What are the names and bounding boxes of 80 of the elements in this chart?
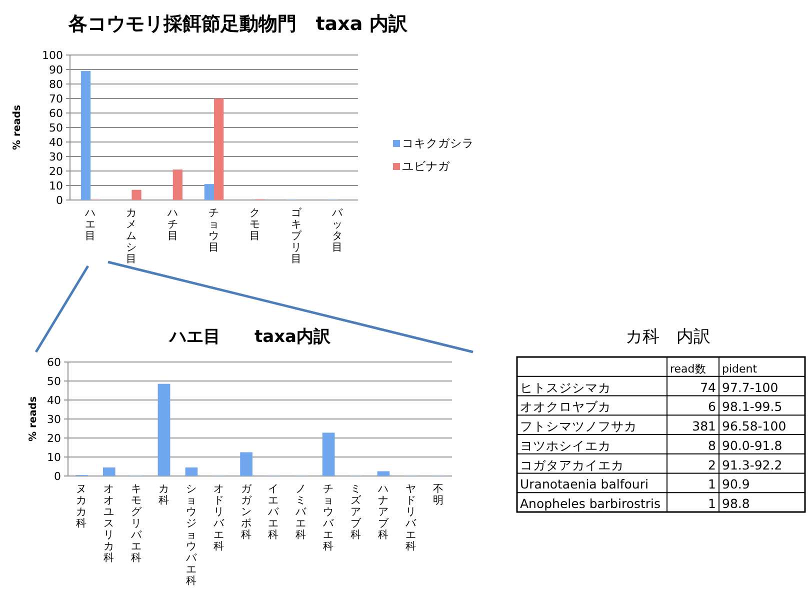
bar — [172, 170, 182, 200]
data-label: 2 — [708, 457, 716, 472]
legend-label: ユビナガ — [402, 159, 451, 173]
bar — [158, 384, 170, 476]
x-tick-label: ガガンボ科 — [240, 483, 253, 541]
data-label: 74 — [700, 380, 716, 395]
x-tick-label: チョウバエ科 — [322, 483, 336, 552]
data-label: 6 — [708, 399, 716, 414]
y-tick-label: 100 — [42, 49, 63, 62]
text: pident — [722, 362, 758, 376]
category-label: コガタアカイエカ — [520, 457, 624, 472]
x-tick-label: ミズアブ科 — [350, 483, 362, 541]
data-label: 8 — [708, 438, 716, 453]
category-label: Anopheles barbirostris — [520, 496, 661, 511]
chart-title: 各コウモリ採餌節足動物門 taxa 内訳 — [68, 13, 408, 35]
category-label: Uranotaenia balfouri — [520, 476, 648, 492]
x-tick-label: カ科 — [158, 483, 170, 506]
legend-label: コキクガシラ — [402, 136, 474, 150]
bar — [377, 471, 390, 476]
bar — [132, 190, 142, 200]
y-tick-label: 90 — [49, 64, 63, 76]
x-tick-label: ハナアブ科 — [376, 483, 390, 541]
text: カ科 内訳 — [626, 327, 710, 347]
text: 91.3-92.2 — [722, 457, 782, 472]
x-tick-label: ヤドリバエ科 — [404, 483, 418, 552]
data-label: 381 — [692, 418, 716, 434]
x-tick-label: ハエ目 — [84, 207, 96, 242]
category-label: ヒトスジシマカ — [520, 380, 611, 395]
x-tick-label: ヌカカ科 — [76, 483, 88, 530]
x-tick-label: オオユスリカ科 — [104, 483, 115, 564]
x-tick-label: オドリバエ科 — [212, 483, 226, 552]
y-tick-label: 10 — [47, 451, 61, 464]
y-tick-label: 30 — [47, 413, 61, 426]
y-tick-label: 40 — [49, 136, 63, 149]
x-tick-label: 不明 — [432, 483, 444, 506]
text: 97.7-100 — [722, 380, 778, 395]
x-tick-label: ハチ目 — [166, 207, 178, 242]
y-tick-label: 50 — [47, 375, 61, 388]
x-tick-label: キモグリバエ科 — [130, 483, 144, 564]
data-label: 1 — [708, 476, 716, 492]
x-tick-label: バッタ目 — [330, 207, 344, 254]
y-tick-label: 20 — [49, 165, 63, 178]
bar — [80, 70, 91, 200]
x-tick-label: チョウ目 — [208, 207, 220, 254]
bar — [185, 467, 198, 476]
y-axis-title: % reads — [12, 104, 23, 150]
category-label: ショウジョウバエ科 — [186, 483, 197, 587]
text: 98.8 — [722, 496, 750, 511]
y-axis-title: % reads — [28, 396, 39, 442]
y-tick-label: 80 — [49, 78, 63, 91]
x-tick-label: カメムシ目 — [126, 207, 138, 265]
x-tick-label: ノミバエ科 — [294, 483, 308, 541]
category-label: フトシマツノフサカ — [520, 418, 637, 434]
y-tick-label: 0 — [54, 470, 61, 483]
y-tick-label: 60 — [47, 356, 61, 369]
category-label: オオクロヤブカ — [520, 399, 611, 414]
x-tick-label: イエバエ科 — [267, 483, 280, 541]
chart-title: ハエ目 taxa内訳 — [167, 327, 332, 347]
y-tick-label: 20 — [47, 432, 61, 445]
data-label: 1 — [708, 496, 716, 511]
x-tick-label: クモ目 — [250, 207, 261, 242]
y-tick-label: 10 — [49, 180, 63, 192]
text: 96.58-100 — [722, 418, 786, 434]
text: 98.1-99.5 — [722, 399, 782, 414]
x-tick-label: ゴキブリ目 — [290, 207, 303, 265]
text: read数 — [670, 362, 706, 376]
bar — [322, 432, 335, 476]
text: 90.9 — [722, 476, 750, 492]
bar — [214, 98, 224, 200]
y-tick-label: 30 — [49, 150, 63, 164]
bar — [240, 452, 252, 476]
y-tick-label: 40 — [47, 394, 61, 407]
text: 90.0-91.8 — [722, 438, 782, 453]
category-label: ヨツホシイエカ — [520, 438, 611, 453]
y-tick-label: 50 — [49, 122, 63, 134]
y-tick-label: 0 — [56, 194, 63, 207]
bar — [102, 467, 116, 476]
y-tick-label: 60 — [49, 107, 63, 120]
y-tick-label: 70 — [49, 92, 63, 106]
bar — [204, 184, 214, 200]
